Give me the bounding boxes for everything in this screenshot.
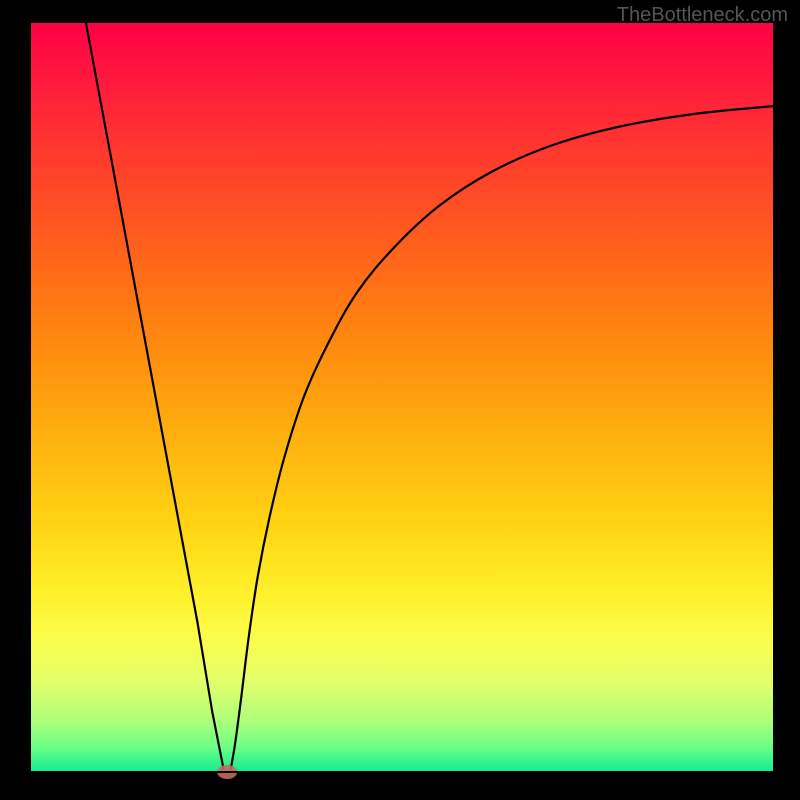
chart-svg: [0, 0, 800, 800]
watermark-text: TheBottleneck.com: [617, 4, 788, 27]
bottleneck-chart: TheBottleneck.com: [0, 0, 800, 800]
plot-area: [30, 22, 774, 772]
